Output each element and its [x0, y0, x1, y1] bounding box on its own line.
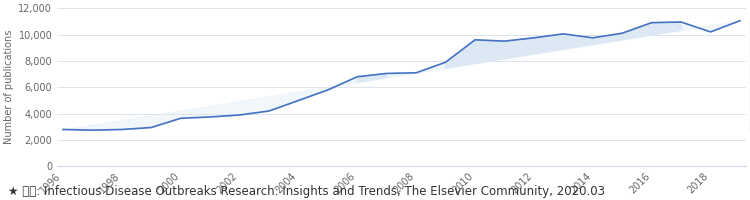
Text: ★ 출처: Infectious Disease Outbreaks Research: Insights and Trends, The Elsevier C: ★ 출처: Infectious Disease Outbreaks Resea…	[8, 185, 604, 198]
Y-axis label: Number of publications: Number of publications	[4, 30, 14, 144]
